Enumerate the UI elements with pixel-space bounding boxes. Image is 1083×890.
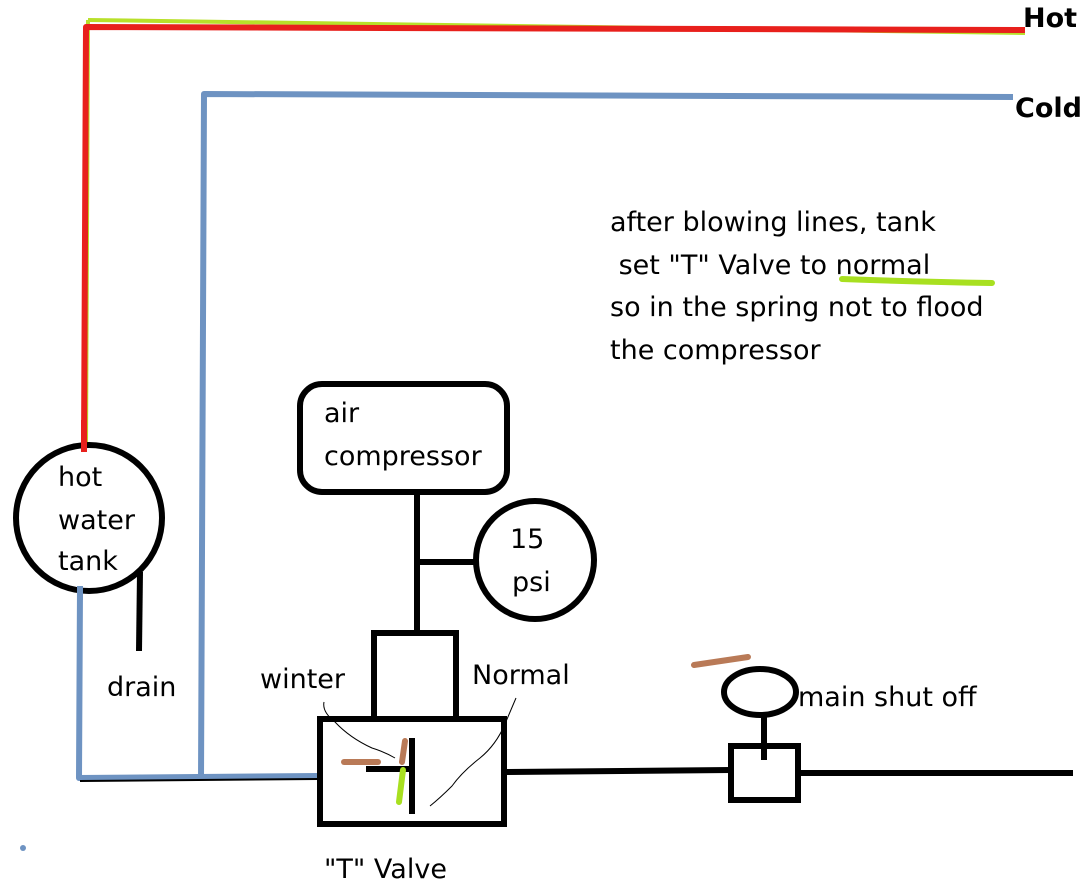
note-emphasis-normal: normal xyxy=(836,250,931,281)
pressure-gauge-circle xyxy=(473,498,597,622)
drain-pipe xyxy=(136,571,143,652)
drain: drain xyxy=(107,571,176,703)
winter-label: winter xyxy=(260,664,346,695)
cold-water-line xyxy=(76,91,1014,782)
main-shut-off-valve: main shut off xyxy=(691,654,978,803)
stray-dot xyxy=(20,845,26,851)
hot-water-tank: hot water tank xyxy=(13,442,165,594)
cold-line-tank-feed xyxy=(76,587,319,781)
cold-line-tee-joint xyxy=(79,778,319,782)
note-line-3: so in the spring not to flood xyxy=(610,292,984,323)
instruction-note: after blowing lines, tank set "T" Valve … xyxy=(610,207,995,366)
hot-line xyxy=(81,24,1026,451)
cold-line-supply xyxy=(198,91,1014,781)
hot-water-line xyxy=(81,18,1026,451)
tank-label-line1: hot xyxy=(58,462,102,493)
tank-label-line3: tank xyxy=(58,546,118,577)
main-water-line xyxy=(503,767,1073,776)
normal-label: Normal xyxy=(472,660,570,691)
gauge-unit: psi xyxy=(512,567,551,598)
t-valve-actuator xyxy=(371,630,459,722)
hot-label: Hot xyxy=(1023,3,1077,34)
winter-handle-mark-vertical xyxy=(399,738,408,765)
main-shut-off-handle xyxy=(721,666,799,718)
air-compressor-label-line2: compressor xyxy=(324,441,483,472)
normal-position-mark xyxy=(396,767,406,805)
cold-label: Cold xyxy=(1015,93,1082,124)
t-valve xyxy=(317,697,517,827)
note-line-4: the compressor xyxy=(610,335,821,366)
note-line-1: after blowing lines, tank xyxy=(610,207,936,238)
compressor-air-line xyxy=(414,492,477,636)
winter-callout-line xyxy=(323,701,396,759)
note-line-2: set "T" Valve to normal xyxy=(610,250,930,281)
tank-label-line2: water xyxy=(58,505,136,536)
pressure-gauge: 15 psi xyxy=(473,498,597,622)
normal-callout-line xyxy=(429,697,517,807)
normal-underline xyxy=(839,276,995,286)
hot-water-tank-circle xyxy=(13,442,165,594)
main-shut-off-marker xyxy=(691,654,751,668)
drain-label: drain xyxy=(107,672,176,703)
gauge-value: 15 xyxy=(510,524,544,555)
t-valve-label: "T" Valve xyxy=(324,854,447,885)
air-compressor: air compressor xyxy=(297,381,510,495)
note-line-2-prefix: set "T" Valve to xyxy=(610,250,836,281)
main-shut-off-label: main shut off xyxy=(798,682,978,713)
air-compressor-label-line1: air xyxy=(324,398,360,429)
air-compressor-box xyxy=(297,381,510,495)
